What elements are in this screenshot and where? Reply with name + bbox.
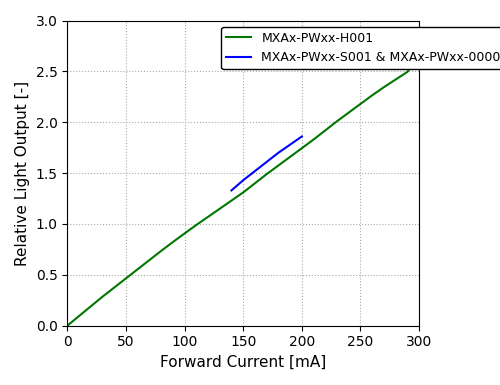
MXAx-PWxx-S001 & MXAx-PWxx-0000 bbox=[264, 160, 270, 164]
Y-axis label: Relative Light Output [-]: Relative Light Output [-] bbox=[15, 80, 30, 266]
MXAx-PWxx-S001 & MXAx-PWxx-0000 bbox=[276, 151, 281, 155]
MXAx-PWxx-H001 bbox=[404, 70, 410, 74]
MXAx-PWxx-H001 bbox=[228, 198, 234, 203]
MXAx-PWxx-S001 & MXAx-PWxx-0000 bbox=[299, 134, 305, 139]
MXAx-PWxx-H001 bbox=[76, 314, 82, 318]
MXAx-PWxx-H001 bbox=[123, 276, 129, 281]
MXAx-PWxx-H001 bbox=[381, 85, 387, 89]
MXAx-PWxx-H001 bbox=[216, 206, 222, 211]
MXAx-PWxx-H001 bbox=[100, 295, 105, 299]
MXAx-PWxx-H001 bbox=[358, 102, 364, 106]
MXAx-PWxx-H001 bbox=[369, 93, 375, 97]
Legend: MXAx-PWxx-H001, MXAx-PWxx-S001 & MXAx-PWxx-0000: MXAx-PWxx-H001, MXAx-PWxx-S001 & MXAx-PW… bbox=[222, 27, 500, 69]
MXAx-PWxx-H001 bbox=[205, 214, 211, 219]
MXAx-PWxx-H001 bbox=[322, 128, 328, 133]
MXAx-PWxx-H001 bbox=[264, 172, 270, 176]
X-axis label: Forward Current [mA]: Forward Current [mA] bbox=[160, 355, 326, 370]
MXAx-PWxx-H001 bbox=[134, 267, 140, 271]
MXAx-PWxx-S001 & MXAx-PWxx-0000 bbox=[240, 178, 246, 182]
MXAx-PWxx-H001 bbox=[111, 285, 117, 290]
MXAx-PWxx-H001 bbox=[64, 323, 70, 328]
MXAx-PWxx-H001 bbox=[287, 154, 293, 159]
MXAx-PWxx-H001 bbox=[299, 146, 305, 151]
MXAx-PWxx-H001 bbox=[252, 181, 258, 186]
MXAx-PWxx-H001 bbox=[88, 304, 94, 309]
MXAx-PWxx-H001 bbox=[158, 249, 164, 253]
MXAx-PWxx-H001 bbox=[310, 137, 316, 142]
MXAx-PWxx-H001 bbox=[392, 77, 398, 82]
MXAx-PWxx-H001 bbox=[170, 240, 176, 244]
MXAx-PWxx-H001 bbox=[194, 223, 200, 227]
MXAx-PWxx-H001 bbox=[416, 52, 422, 57]
MXAx-PWxx-H001 bbox=[346, 110, 352, 115]
MXAx-PWxx-H001 bbox=[146, 258, 152, 263]
MXAx-PWxx-H001 bbox=[240, 190, 246, 195]
MXAx-PWxx-S001 & MXAx-PWxx-0000 bbox=[287, 142, 293, 147]
MXAx-PWxx-H001 bbox=[182, 231, 188, 236]
MXAx-PWxx-S001 & MXAx-PWxx-0000 bbox=[228, 188, 234, 193]
MXAx-PWxx-S001 & MXAx-PWxx-0000 bbox=[252, 169, 258, 173]
Line: MXAx-PWxx-S001 & MXAx-PWxx-0000: MXAx-PWxx-S001 & MXAx-PWxx-0000 bbox=[232, 137, 302, 191]
MXAx-PWxx-H001 bbox=[334, 119, 340, 124]
MXAx-PWxx-H001 bbox=[276, 163, 281, 168]
Line: MXAx-PWxx-H001: MXAx-PWxx-H001 bbox=[68, 55, 419, 326]
